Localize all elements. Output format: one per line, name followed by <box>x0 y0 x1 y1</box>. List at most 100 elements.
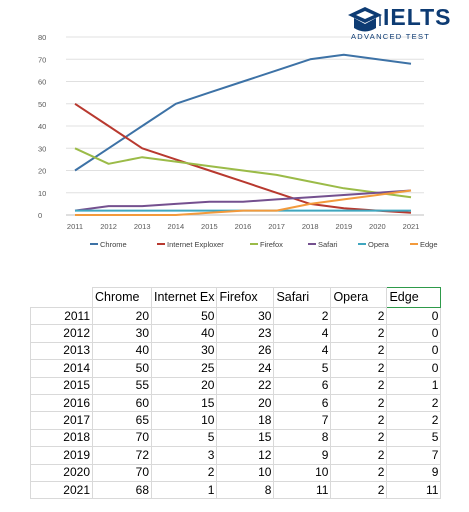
table-cell[interactable]: 1 <box>386 376 442 395</box>
table-cell[interactable]: 20 <box>92 306 152 326</box>
table-cell[interactable]: 15 <box>216 428 275 448</box>
table-cell[interactable]: 20 <box>216 393 275 413</box>
table-cell[interactable]: 2 <box>386 411 442 430</box>
table-cell[interactable]: 20 <box>150 376 218 395</box>
ielts-logo: IELTS ADVANCED TEST <box>347 4 465 44</box>
table-cell[interactable]: 9 <box>273 446 332 465</box>
table-cell[interactable]: 22 <box>216 376 275 395</box>
table-header-firefox: Firefox <box>216 287 275 308</box>
series-line-safari <box>74 189 412 212</box>
table-cell[interactable]: 2 <box>330 411 388 430</box>
table-cell[interactable]: 7 <box>386 446 442 465</box>
table-cell[interactable]: 0 <box>386 359 442 378</box>
table-cell[interactable]: 15 <box>150 393 218 413</box>
table-cell[interactable]: 2 <box>330 393 388 413</box>
table-cell[interactable]: 11 <box>273 480 332 500</box>
table-cell[interactable]: 5 <box>386 428 442 448</box>
table-cell[interactable]: 5 <box>273 359 332 378</box>
table-cell-year[interactable]: 2011 <box>30 306 93 326</box>
table-cell[interactable]: 40 <box>92 341 152 361</box>
table-cell[interactable]: 2 <box>273 306 332 326</box>
table-cell[interactable]: 25 <box>150 359 218 378</box>
table-cell[interactable]: 65 <box>92 411 152 430</box>
table-cell[interactable]: 2 <box>330 324 388 343</box>
table-cell[interactable]: 24 <box>216 359 275 378</box>
table-cell[interactable]: 3 <box>150 446 218 465</box>
table-cell[interactable]: 8 <box>273 428 332 448</box>
legend-label: Internet Exploxer <box>167 240 224 249</box>
table-cell[interactable]: 60 <box>92 393 152 413</box>
table-cell-year[interactable]: 2012 <box>30 324 93 343</box>
table-cell[interactable]: 6 <box>273 376 332 395</box>
legend-label: Firefox <box>260 240 283 249</box>
table-cell-year[interactable]: 2021 <box>30 480 93 500</box>
table-cell[interactable]: 2 <box>386 393 442 413</box>
table-cell[interactable]: 1 <box>150 480 218 500</box>
table-cell[interactable]: 2 <box>330 306 388 326</box>
table-cell-year[interactable]: 2020 <box>30 463 93 482</box>
table-cell[interactable]: 70 <box>92 463 152 482</box>
table-cell-year[interactable]: 2014 <box>30 359 93 378</box>
table-cell-year[interactable]: 2018 <box>30 428 93 448</box>
table-row: 2018 70 5 15 8 2 5 <box>30 428 442 448</box>
x-tick-label: 2019 <box>335 222 352 231</box>
table-cell-year[interactable]: 2013 <box>30 341 93 361</box>
table-cell[interactable]: 4 <box>273 341 332 361</box>
table-cell[interactable]: 40 <box>150 324 218 343</box>
table-cell[interactable]: 2 <box>150 463 218 482</box>
table-cell[interactable]: 8 <box>216 480 275 500</box>
table-cell[interactable]: 70 <box>92 428 152 448</box>
table-cell[interactable]: 2 <box>330 480 388 500</box>
table-row: 2014 50 25 24 5 2 0 <box>30 359 442 378</box>
table-cell[interactable]: 50 <box>92 359 152 378</box>
table-cell[interactable]: 50 <box>150 306 218 326</box>
y-tick-label: 10 <box>38 189 46 198</box>
table-header-year <box>30 287 93 308</box>
table-cell[interactable]: 30 <box>150 341 218 361</box>
x-tick-label: 2014 <box>167 222 184 231</box>
table-cell[interactable]: 11 <box>386 480 442 500</box>
table-cell[interactable]: 2 <box>330 463 388 482</box>
y-tick-label: 20 <box>38 167 46 176</box>
y-tick-label: 40 <box>38 122 46 131</box>
table-cell[interactable]: 2 <box>330 376 388 395</box>
table-cell[interactable]: 72 <box>92 446 152 465</box>
table-cell[interactable]: 30 <box>216 306 275 326</box>
table-cell[interactable]: 30 <box>92 324 152 343</box>
table-cell[interactable]: 5 <box>150 428 218 448</box>
table-cell[interactable]: 4 <box>273 324 332 343</box>
table-cell[interactable]: 26 <box>216 341 275 361</box>
table-cell-year[interactable]: 2017 <box>30 411 93 430</box>
table-cell[interactable]: 2 <box>330 359 388 378</box>
table-cell[interactable]: 2 <box>330 428 388 448</box>
table-cell-year[interactable]: 2019 <box>30 446 93 465</box>
table-cell[interactable]: 55 <box>92 376 152 395</box>
table-cell-year[interactable]: 2016 <box>30 393 93 413</box>
table-row: 2021 68 1 8 11 2 11 <box>30 480 442 500</box>
table-cell[interactable]: 68 <box>92 480 152 500</box>
table-header-opera: Opera <box>330 287 388 308</box>
table-cell[interactable]: 0 <box>386 341 442 361</box>
table-cell-year[interactable]: 2015 <box>30 376 93 395</box>
table-cell[interactable]: 18 <box>216 411 275 430</box>
table-header-internet-explorer: Internet Ex <box>150 287 218 308</box>
table-cell[interactable]: 7 <box>273 411 332 430</box>
table-cell[interactable]: 10 <box>273 463 332 482</box>
table-cell[interactable]: 9 <box>386 463 442 482</box>
table-cell[interactable]: 2 <box>330 446 388 465</box>
x-tick-label: 2011 <box>67 222 83 231</box>
x-tick-label: 2015 <box>201 222 218 231</box>
legend-label: Chrome <box>100 240 127 249</box>
table-cell[interactable]: 23 <box>216 324 275 343</box>
y-tick-label: 80 <box>38 33 46 42</box>
data-table: Chrome Internet Ex Firefox Safari Opera … <box>30 287 442 500</box>
table-cell[interactable]: 12 <box>216 446 275 465</box>
table-cell[interactable]: 0 <box>386 324 442 343</box>
table-cell[interactable]: 2 <box>330 341 388 361</box>
table-cell[interactable]: 10 <box>150 411 218 430</box>
table-cell[interactable]: 6 <box>273 393 332 413</box>
table-row: 2016 60 15 20 6 2 2 <box>30 393 442 413</box>
x-tick-label: 2016 <box>235 222 252 231</box>
table-cell[interactable]: 10 <box>216 463 275 482</box>
table-cell[interactable]: 0 <box>386 306 442 326</box>
